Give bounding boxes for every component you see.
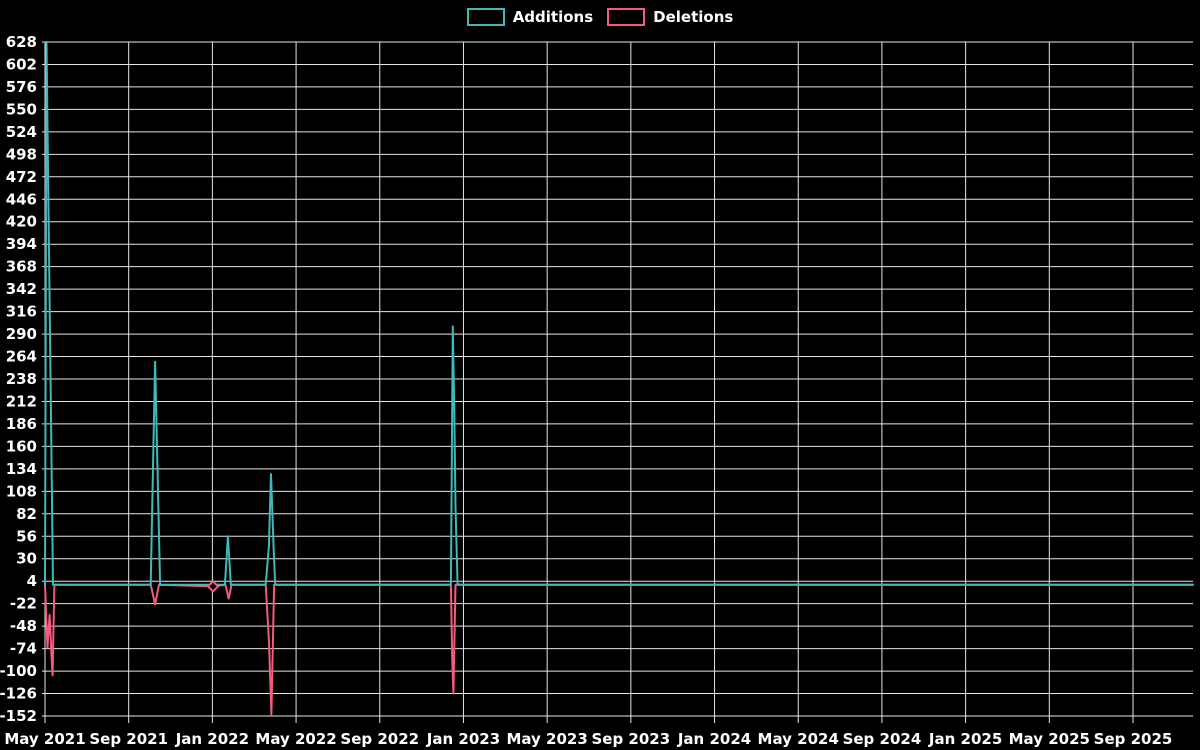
y-tick-label: 238 — [6, 370, 37, 388]
y-tick-label: 186 — [6, 415, 37, 433]
y-tick-label: 108 — [6, 482, 37, 500]
x-tick-label: Sep 2021 — [89, 730, 168, 748]
y-tick-label: 290 — [6, 325, 37, 343]
legend-label-additions: Additions — [512, 8, 594, 26]
gridlines — [42, 41, 1193, 723]
x-tick-label: Jan 2024 — [677, 730, 751, 748]
chart-legend: Additions Deletions — [0, 7, 1200, 27]
y-tick-label: 316 — [6, 303, 37, 321]
y-tick-label: 134 — [6, 460, 37, 478]
y-tick-label: 368 — [6, 258, 37, 276]
y-tick-label: -48 — [10, 617, 37, 635]
y-tick-label: 576 — [6, 78, 37, 96]
x-tick-label: Sep 2022 — [340, 730, 419, 748]
y-tick-label: 602 — [6, 55, 37, 73]
y-tick-label: 56 — [16, 527, 37, 545]
y-tick-label: 342 — [6, 280, 37, 298]
deletions-point-marker-icon[interactable] — [206, 579, 220, 593]
x-tick-label: Sep 2024 — [843, 730, 922, 748]
x-tick-label: Sep 2023 — [592, 730, 671, 748]
legend-item-additions[interactable]: Additions — [466, 7, 594, 27]
y-tick-label: 420 — [6, 213, 37, 231]
y-tick-label: 446 — [6, 190, 37, 208]
x-tick-label: Sep 2025 — [1094, 730, 1173, 748]
y-tick-label: 30 — [16, 550, 37, 568]
x-tick-label: May 2023 — [506, 730, 587, 748]
x-tick-label: May 2022 — [255, 730, 336, 748]
y-tick-label: -152 — [0, 707, 37, 725]
x-tick-label: May 2021 — [4, 730, 85, 748]
y-tick-label: -22 — [10, 595, 37, 613]
x-tick-label: Jan 2022 — [175, 730, 249, 748]
legend-label-deletions: Deletions — [653, 8, 734, 26]
y-tick-label: -74 — [10, 640, 37, 658]
legend-item-deletions[interactable]: Deletions — [607, 7, 733, 27]
y-tick-label: 394 — [6, 235, 37, 253]
additions-swatch-icon — [466, 8, 505, 26]
y-tick-label: -100 — [0, 662, 37, 680]
x-tick-label: May 2024 — [758, 730, 839, 748]
y-tick-label: -126 — [0, 685, 37, 703]
y-tick-label: 212 — [6, 392, 37, 410]
deletions-line — [44, 583, 1194, 716]
x-tick-label: Jan 2025 — [928, 730, 1002, 748]
y-tick-label: 160 — [6, 437, 37, 455]
y-tick-label: 472 — [6, 168, 37, 186]
y-tick-label: 550 — [6, 100, 37, 118]
additions-line — [44, 41, 1194, 586]
x-axis-labels: May 2021 Sep 2021 Jan 2022 May 2022 Sep 2022… — [4, 730, 1172, 748]
y-tick-label: 264 — [6, 348, 37, 366]
y-tick-label: 82 — [16, 505, 37, 523]
x-tick-label: Jan 2023 — [426, 730, 500, 748]
y-tick-label: 628 — [6, 33, 37, 51]
y-axis-labels: 628 602 576 550 524 498 472 446 420 394 368 342 316 2… — [0, 33, 37, 725]
y-tick-label: 4 — [27, 572, 37, 590]
x-tick-label: May 2025 — [1009, 730, 1090, 748]
y-tick-label: 524 — [6, 123, 37, 141]
deletions-swatch-icon — [607, 8, 646, 26]
y-tick-label: 498 — [6, 145, 37, 163]
